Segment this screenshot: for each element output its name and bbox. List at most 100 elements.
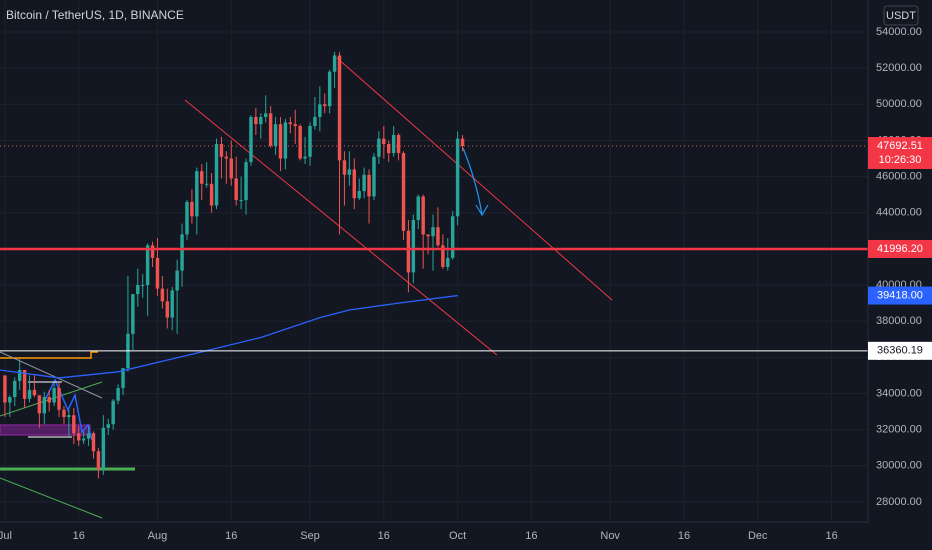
arrow-head (475, 204, 489, 217)
candle-body (332, 55, 337, 72)
currency: USDT (886, 10, 916, 22)
candle-body (239, 200, 243, 202)
countdown: 10:26:30 (879, 154, 922, 166)
candle-body (229, 158, 233, 179)
y-tick-label: 52000.00 (876, 62, 922, 74)
candle-body (421, 196, 425, 235)
y-tick-label: 34000.00 (876, 387, 922, 399)
candle-body (86, 433, 91, 439)
x-tick-label: Dec (748, 530, 768, 542)
candle-body (263, 113, 268, 117)
candle-body (278, 124, 283, 159)
candle-body (81, 438, 86, 441)
plot (0, 51, 868, 479)
candle-body (195, 171, 199, 217)
candle-body (347, 169, 352, 175)
y-tick-label: 30000.00 (876, 460, 922, 472)
candle-body (219, 144, 224, 157)
candle-body (37, 395, 42, 414)
candle-body (136, 285, 140, 295)
candle-body (185, 201, 189, 235)
candle-body (62, 409, 66, 417)
candle-body (441, 245, 445, 267)
drawings (0, 57, 613, 519)
candle-body (283, 122, 288, 159)
candle-body (214, 144, 219, 206)
candle-body (450, 216, 455, 258)
x-tick-label: 16 (225, 530, 237, 542)
candle-body (91, 433, 96, 452)
candle-body (411, 219, 416, 273)
x-tick-label: 16 (378, 530, 390, 542)
purple-zone (0, 424, 91, 436)
candle-body (3, 375, 7, 403)
last-price-label: 47692.51 (877, 140, 923, 152)
candle-body (140, 285, 145, 287)
candle-body (52, 388, 56, 403)
candle-body (22, 369, 27, 399)
candle-body (160, 288, 165, 302)
price-tag-label: 36360.19 (877, 345, 923, 357)
candle-body (313, 116, 317, 126)
green-trendline (0, 477, 103, 519)
candle-body (106, 424, 110, 428)
price-tag-label: 39418.00 (877, 289, 923, 301)
candle-body (259, 116, 263, 125)
moving-average (0, 294, 458, 379)
candle-body (391, 135, 396, 154)
candle-body (318, 104, 322, 117)
y-tick-label: 32000.00 (876, 424, 922, 436)
y-tick-label: 28000.00 (876, 496, 922, 508)
x-tick-label: 16 (525, 530, 537, 542)
candle-body (372, 156, 376, 197)
candle-body (47, 397, 51, 403)
candle-body (190, 201, 194, 217)
x-tick-label: Jul (0, 530, 12, 542)
candle-body (323, 104, 327, 107)
candle-body (249, 116, 253, 163)
candle-body (387, 144, 391, 154)
currency-box[interactable] (883, 5, 919, 26)
y-tick-label: 38000.00 (876, 315, 922, 327)
grid (0, 0, 868, 522)
x-tick-label: Aug (148, 530, 168, 542)
candle-body (13, 380, 17, 398)
price-tag (868, 341, 932, 360)
candle-body (200, 171, 204, 184)
candle-body (180, 234, 184, 271)
x-tick-label: 16 (73, 530, 85, 542)
candle-body (101, 427, 106, 470)
candle-body (352, 169, 357, 199)
candle-body (293, 124, 297, 126)
candle-body (455, 138, 460, 217)
candle-body (131, 294, 135, 334)
candle-body (298, 125, 302, 159)
price-tag (868, 286, 932, 305)
candle-body (406, 230, 411, 273)
candle-body (244, 162, 248, 201)
candle-body (342, 160, 347, 175)
candle-body (32, 389, 37, 396)
candle-body (401, 153, 406, 231)
candle-body (57, 388, 61, 410)
price-tag-label: 41996.20 (877, 243, 923, 255)
candle-body (426, 234, 430, 237)
candle-body (382, 138, 386, 145)
y-tick-label: 46000.00 (876, 170, 922, 182)
candle-body (327, 71, 332, 107)
candle-body (27, 389, 32, 399)
candle-body (268, 113, 273, 146)
candle-body (254, 116, 258, 125)
candle-body (308, 125, 312, 157)
x-tick-label: Sep (300, 530, 320, 542)
candle-body (116, 388, 120, 401)
projection-arrow (462, 147, 483, 216)
candle-body (460, 138, 465, 146)
candle-body (175, 270, 179, 291)
candle-body (72, 415, 76, 434)
gray-trendline (0, 351, 103, 399)
candle-body (416, 196, 420, 220)
channel-line (336, 57, 613, 301)
